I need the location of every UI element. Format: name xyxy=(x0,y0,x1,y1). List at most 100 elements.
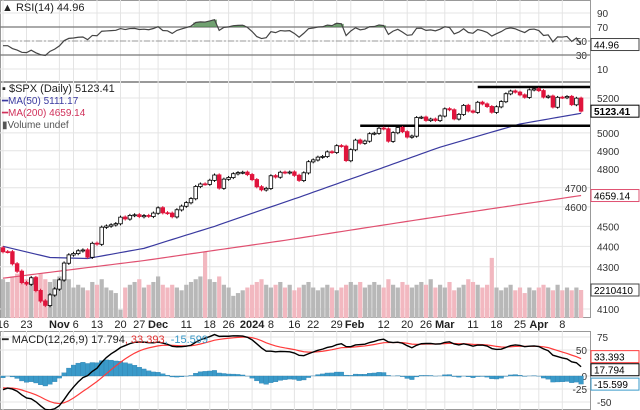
candle-body xyxy=(334,145,339,153)
rsi-tick-label: 10 xyxy=(597,65,609,76)
rsi-last-tag: 44.96 xyxy=(594,41,619,52)
volume-bar xyxy=(400,281,405,318)
volume-bar xyxy=(452,290,457,318)
macd-histogram-bar xyxy=(493,375,499,380)
candle-body xyxy=(578,97,584,112)
candle-body xyxy=(461,104,466,115)
price-legend: ▪ $SPX (Daily) 5123.41 xyxy=(2,83,115,95)
rsi-legend: ▲ RSI(14) 44.96 xyxy=(2,2,85,14)
candle-body xyxy=(273,175,278,178)
candle-body xyxy=(240,171,245,174)
candle-body xyxy=(447,108,452,111)
volume-bar xyxy=(90,281,95,318)
volume-bar xyxy=(123,287,128,318)
candle-body xyxy=(536,88,541,92)
volume-bar xyxy=(301,284,306,318)
volume-bar xyxy=(461,284,466,318)
volume-bar xyxy=(71,287,76,318)
price-tick-label: 5000 xyxy=(597,129,620,140)
price-legend-text: $SPX (Daily) 5123.41 xyxy=(8,83,115,95)
volume-bar xyxy=(522,293,527,318)
macd-histogram-bar xyxy=(0,375,6,378)
macd-histogram-bar xyxy=(541,375,547,379)
volume-bar xyxy=(118,309,123,318)
macd-histogram-bar xyxy=(9,375,15,378)
macd-histogram-bar xyxy=(66,367,72,377)
candle-body xyxy=(310,159,316,163)
volume-bar xyxy=(475,284,480,318)
candle-body xyxy=(357,139,363,144)
candle-body xyxy=(414,117,419,137)
macd-histogram-bar xyxy=(465,375,471,377)
macd-histogram-bar xyxy=(221,373,227,377)
candle-body xyxy=(231,173,236,179)
candle-body xyxy=(404,131,410,138)
macd-histogram-bar xyxy=(508,374,514,377)
macd-histogram-bar xyxy=(249,375,255,379)
candle-body xyxy=(315,156,321,161)
price-tick-label: 4400 xyxy=(597,242,620,253)
candle-body xyxy=(151,212,156,217)
volume-bar xyxy=(57,276,62,318)
volume-bar xyxy=(221,284,226,318)
macd-histogram-bar xyxy=(89,362,95,377)
x-tick-label: Feb xyxy=(345,319,365,331)
volume-bar xyxy=(184,284,189,318)
macd-histogram-bar xyxy=(14,375,20,379)
candle-body xyxy=(564,96,570,99)
macd-histogram-bar xyxy=(240,374,246,377)
ma50-line xyxy=(2,112,582,260)
candle-body xyxy=(174,209,180,218)
macd-histogram-bar xyxy=(150,371,156,377)
macd-histogram-bar xyxy=(371,372,377,377)
macd-histogram-bar xyxy=(550,375,556,383)
volume-bar xyxy=(485,284,490,318)
price-tick-label: 4100 xyxy=(597,305,620,316)
volume-bar xyxy=(273,284,278,318)
candle-body xyxy=(480,101,485,105)
volume-bar xyxy=(574,287,579,318)
candle-body xyxy=(423,116,429,121)
macd-histogram-bar xyxy=(428,375,434,377)
volume-bar xyxy=(235,293,241,318)
macd-histogram-bar xyxy=(329,372,335,377)
macd-histogram-bar xyxy=(291,375,297,380)
macd-tick-label: 50 xyxy=(576,346,588,357)
macd-histogram-bar xyxy=(80,362,86,377)
candle-body xyxy=(52,288,57,296)
volume-bar xyxy=(376,284,382,318)
candle-body xyxy=(80,249,86,252)
x-tick-label: 11 xyxy=(467,319,478,331)
volume-bar xyxy=(381,287,386,318)
macd-histogram-bar xyxy=(71,364,77,377)
price-tick-label: 4300 xyxy=(597,263,620,274)
candle-body xyxy=(419,116,424,119)
candle-body xyxy=(160,207,165,214)
rsi-tick-label: 90 xyxy=(597,9,609,20)
x-tick-label: 25 xyxy=(514,319,526,331)
macd-histogram-bar xyxy=(334,371,340,377)
macd-histogram-bar xyxy=(230,373,236,377)
macd-histogram-bar xyxy=(258,375,264,384)
candle-body xyxy=(531,88,537,91)
volume-bar xyxy=(76,284,81,318)
candle-body xyxy=(10,251,15,265)
macd-histogram-bar xyxy=(179,375,185,377)
x-tick-label: 26 xyxy=(222,319,234,331)
volume-bar xyxy=(33,276,38,318)
candle-body xyxy=(57,279,62,290)
x-tick-label: 23 xyxy=(20,319,32,331)
volume-bar xyxy=(362,287,367,318)
volume-bar xyxy=(0,279,6,318)
volume-bar xyxy=(85,290,90,318)
macd-histogram-bar xyxy=(484,375,490,378)
ma50-legend-text: MA(50) 5111.17 xyxy=(8,96,79,107)
volume-bar xyxy=(174,287,179,318)
macd-histogram-bar xyxy=(348,375,354,377)
ma200-legend: ━MA(200) 4659.14 xyxy=(2,108,86,119)
volume-bar xyxy=(146,284,151,318)
macd-histogram-bar xyxy=(52,375,58,382)
volume-bar xyxy=(193,279,198,318)
macd-histogram-bar xyxy=(404,375,410,379)
macd-histogram-bar xyxy=(132,365,138,377)
